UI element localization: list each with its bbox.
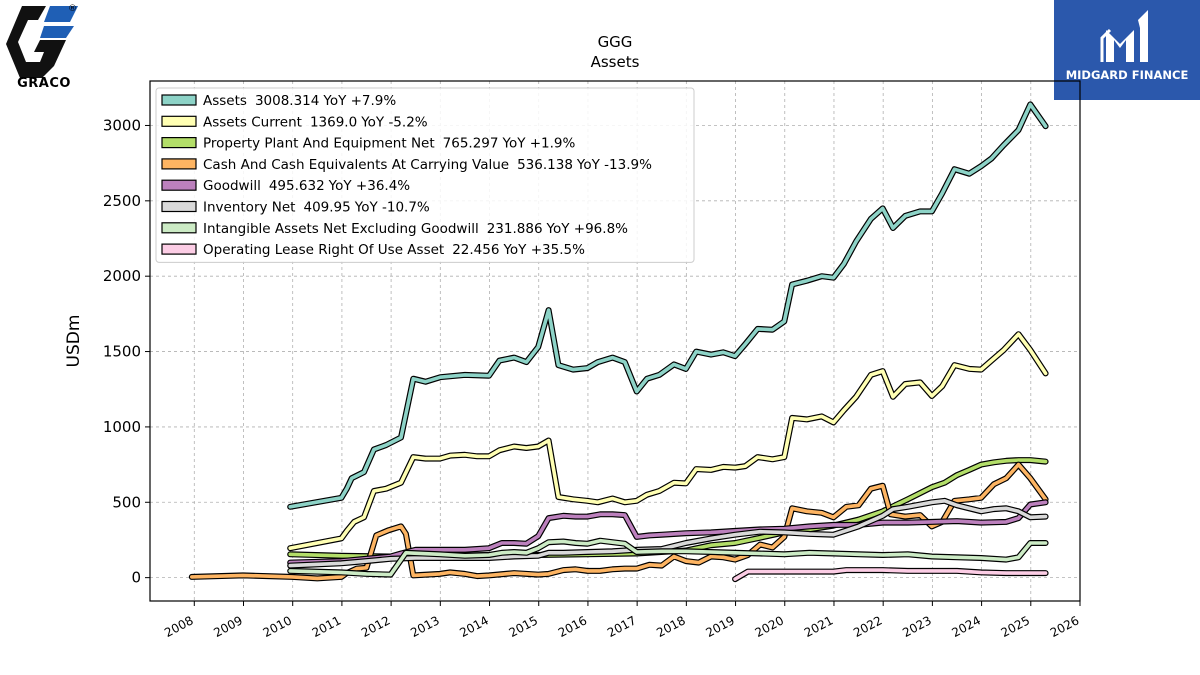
legend-series-yoy: YoY +35.5% bbox=[502, 242, 585, 258]
legend-series-yoy: YoY -13.9% bbox=[576, 157, 652, 173]
legend-entry-6: Intangible Assets Net Excluding Goodwill… bbox=[203, 221, 628, 237]
graco-logo-text: GRACO bbox=[17, 76, 71, 91]
x-tick-label: 2025 bbox=[999, 613, 1033, 640]
legend-series-name: Inventory Net bbox=[203, 200, 295, 216]
legend-entry-7: Operating Lease Right Of Use Asset 22.456… bbox=[203, 242, 585, 258]
graco-g-icon bbox=[6, 6, 78, 78]
legend-series-yoy: YoY -10.7% bbox=[354, 200, 430, 216]
x-tick-label: 2010 bbox=[261, 613, 295, 640]
legend-swatch-3 bbox=[161, 158, 197, 170]
x-tick-label: 2008 bbox=[162, 613, 196, 640]
legend-series-name: Cash And Cash Equivalents At Carrying Va… bbox=[203, 157, 509, 173]
legend-series-yoy: YoY +96.8% bbox=[546, 221, 629, 237]
legend-swatch-7 bbox=[161, 243, 197, 255]
x-tick-label: 2016 bbox=[556, 613, 590, 640]
y-tick-label: 2500 bbox=[103, 192, 141, 210]
midgard-finance-logo: MIDGARD FINANCE bbox=[1054, 0, 1200, 100]
legend-series-name: Operating Lease Right Of Use Asset bbox=[203, 242, 444, 258]
y-tick-label: 1000 bbox=[103, 418, 141, 436]
chart-subtitle: Assets bbox=[591, 53, 640, 71]
legend-series-name: Intangible Assets Net Excluding Goodwill bbox=[203, 221, 479, 237]
x-tick-label: 2019 bbox=[703, 613, 737, 640]
series-line-6 bbox=[288, 538, 1048, 577]
legend-series-value: 1369.0 bbox=[310, 114, 357, 130]
legend-series-name: Property Plant And Equipment Net bbox=[203, 136, 435, 152]
y-tick-label: 0 bbox=[131, 569, 141, 587]
legend-entry-4: Goodwill 495.632 YoY +36.4% bbox=[203, 178, 410, 194]
series-line-0 bbox=[288, 102, 1048, 509]
x-tick-label: 2023 bbox=[900, 613, 934, 640]
legend-series-name: Goodwill bbox=[203, 178, 261, 194]
legend-series-value: 409.95 bbox=[303, 200, 350, 216]
legend-entry-2: Property Plant And Equipment Net 765.297 Y… bbox=[203, 136, 576, 152]
series-line-7 bbox=[733, 568, 1048, 581]
y-tick-label: 1500 bbox=[103, 343, 141, 361]
graco-logo: GRACO ® bbox=[4, 4, 84, 91]
x-tick-label: 2014 bbox=[457, 613, 491, 640]
legend-box bbox=[155, 87, 695, 263]
legend-swatch-5 bbox=[161, 200, 197, 213]
series-line-1 bbox=[288, 332, 1048, 550]
legend-series-yoy: YoY +7.9% bbox=[322, 93, 396, 109]
legend-series-yoy: YoY +1.9% bbox=[501, 136, 575, 152]
legend: Assets 3008.314 YoY +7.9% Assets Current 136… bbox=[155, 87, 695, 263]
x-tick-label: 2011 bbox=[310, 613, 344, 640]
legend-swatch-4 bbox=[161, 179, 197, 191]
y-tick-label: 3000 bbox=[103, 116, 141, 134]
legend-entry-0: Assets 3008.314 YoY +7.9% bbox=[203, 93, 396, 109]
legend-swatch-1 bbox=[161, 115, 197, 127]
legend-swatch-2 bbox=[161, 137, 197, 149]
legend-series-value: 495.632 bbox=[269, 178, 325, 194]
x-tick-label: 2024 bbox=[949, 613, 983, 640]
midgard-finance-icon bbox=[1100, 10, 1148, 62]
legend-series-name: Assets Current bbox=[203, 114, 302, 130]
series-layer bbox=[188, 101, 1049, 583]
x-tick-label: 2013 bbox=[408, 613, 442, 640]
x-tick-label: 2009 bbox=[211, 613, 245, 640]
legend-series-value: 22.456 bbox=[452, 242, 499, 258]
plot-frame bbox=[149, 80, 1081, 602]
x-tick-label: 2020 bbox=[753, 613, 787, 640]
x-tick-label: 2015 bbox=[507, 613, 541, 640]
x-tick-label: 2012 bbox=[359, 613, 393, 640]
x-tick-label: 2021 bbox=[802, 613, 836, 640]
legend-entry-1: Assets Current 1369.0 YoY -5.2% bbox=[203, 114, 428, 130]
y-axis-label: USDm bbox=[64, 315, 84, 368]
y-axis: 0 500 1000 1500 2000 2500 3000 bbox=[103, 116, 150, 587]
legend-series-yoy: YoY -5.2% bbox=[360, 114, 428, 130]
legend-series-name: Assets bbox=[203, 93, 247, 109]
legend-entry-5: Inventory Net 409.95 YoY -10.7% bbox=[203, 200, 430, 216]
legend-series-yoy: YoY +36.4% bbox=[328, 178, 411, 194]
x-axis: 2008 2009 2010 2011 2012 2013 2014 2015 2016 2017… bbox=[162, 601, 1081, 640]
y-tick-label: 2000 bbox=[103, 267, 141, 285]
legend-series-value: 765.297 bbox=[443, 136, 499, 152]
legend-swatch-6 bbox=[161, 222, 197, 234]
legend-series-value: 536.138 bbox=[517, 157, 573, 173]
x-tick-label: 2017 bbox=[605, 613, 639, 640]
x-tick-label: 2026 bbox=[1048, 613, 1082, 640]
legend-series-value: 231.886 bbox=[487, 221, 543, 237]
x-tick-label: 2022 bbox=[851, 613, 885, 640]
registered-mark: ® bbox=[68, 4, 77, 14]
x-tick-label: 2018 bbox=[654, 613, 688, 640]
series-line-4 bbox=[288, 500, 1048, 565]
midgard-finance-text: MIDGARD FINANCE bbox=[1065, 68, 1189, 82]
legend-swatch-0 bbox=[161, 94, 197, 106]
legend-entry-3: Cash And Cash Equivalents At Carrying Va… bbox=[203, 157, 652, 173]
y-tick-label: 500 bbox=[112, 493, 141, 511]
series-line-3 bbox=[190, 462, 1048, 581]
legend-series-value: 3008.314 bbox=[255, 93, 319, 109]
chart-title: GGG bbox=[598, 33, 633, 51]
